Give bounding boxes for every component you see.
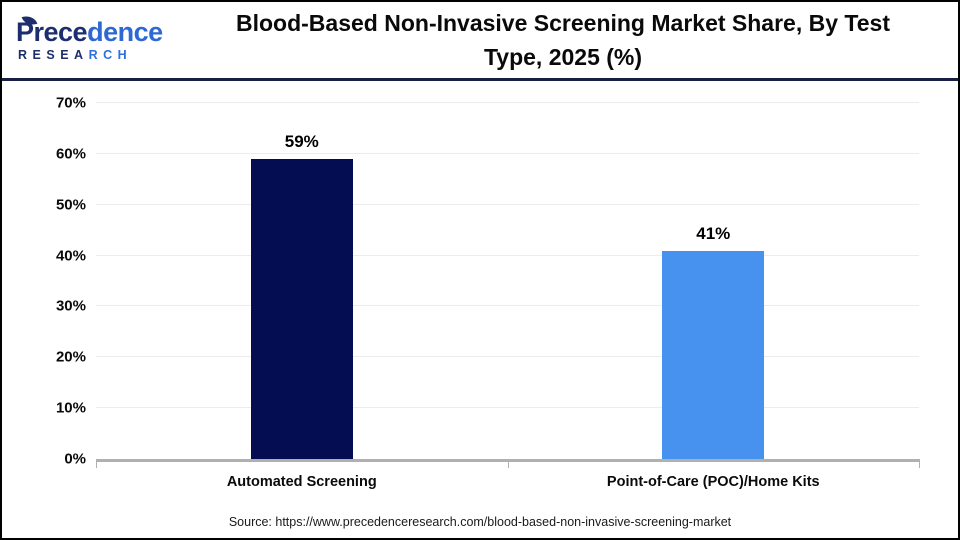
chart-title-line2: Type, 2025 (%) [483, 44, 643, 70]
chart-title: Blood-Based Non-Invasive Screening Marke… [178, 6, 958, 74]
chart-area: 0% 10% 20% 30% 40% 50% 60% 70% 59% 41% Automated… [2, 81, 958, 538]
logo-subtitle-part2: RCH [88, 47, 133, 62]
bar-2 [662, 250, 765, 459]
y-tick-label: 0% [64, 450, 86, 468]
axis-tick [507, 459, 509, 468]
y-tick-label: 50% [55, 196, 86, 214]
bar-1 [250, 158, 353, 459]
gridline [96, 102, 919, 103]
x-axis-labels: Automated Screening Point-of-Care (POC)/H… [96, 474, 919, 496]
gridline [96, 356, 919, 358]
x-category-label: Automated Screening [226, 474, 377, 490]
gridline [96, 152, 919, 154]
logo-word-part2: dence [87, 17, 163, 48]
y-tick-label: 20% [55, 348, 86, 366]
logo-subtitle-part1: RESEA [18, 47, 89, 62]
bar-value-label: 59% [284, 131, 319, 151]
precedence-research-logo: Precedence RESEARCH [2, 13, 178, 62]
gridline [96, 407, 919, 409]
axis-tick [96, 459, 97, 468]
axis-tick [919, 459, 920, 468]
y-tick-label: 30% [55, 297, 86, 315]
y-tick-label: 40% [55, 247, 86, 265]
chart-title-line1: Blood-Based Non-Invasive Screening Marke… [236, 10, 890, 36]
y-tick-label: 60% [55, 145, 86, 163]
plot-area: 59% 41% [96, 102, 920, 468]
gridline [96, 203, 919, 205]
x-category-label: Point-of-Care (POC)/Home Kits [606, 474, 820, 490]
gridline [96, 254, 919, 256]
gridline [96, 305, 919, 307]
y-axis: 0% 10% 20% 30% 40% 50% 60% 70% [2, 95, 86, 468]
y-tick-label: 10% [55, 399, 86, 417]
source-text: Source: https://www.precedenceresearch.c… [228, 515, 732, 529]
y-tick-label: 70% [55, 94, 86, 112]
header: Precedence RESEARCH Blood-Based Non-Inva… [2, 2, 958, 81]
logo-wordmark: Precedence [16, 13, 178, 48]
logo-subtitle: RESEARCH [16, 48, 178, 62]
bar-value-label: 41% [696, 223, 731, 243]
